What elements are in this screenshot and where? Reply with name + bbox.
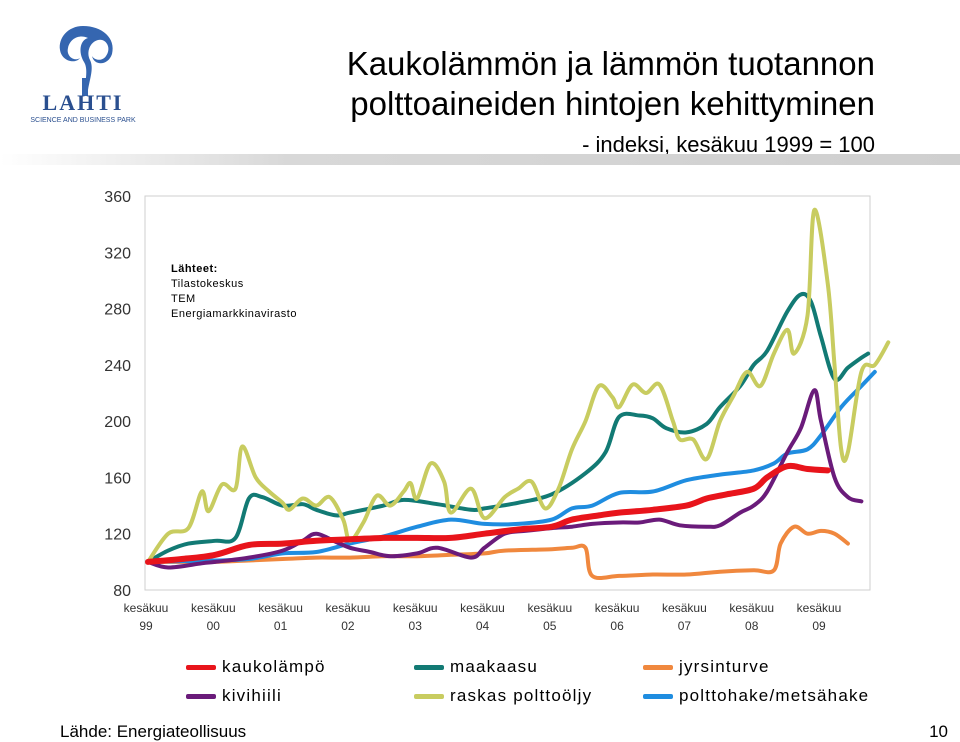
x-tick-label: kesäkuu: [595, 601, 640, 615]
logo-text: LAHTI: [43, 90, 124, 115]
legend-label-kivihiili: kivihiili: [222, 686, 282, 705]
sources-note: Lähteet: Tilastokeskus TEM Energiamarkki…: [171, 262, 297, 322]
source-line-2: TEM: [171, 293, 196, 305]
x-tick-label: 06: [610, 619, 624, 633]
legend-swatch-kivihiili: [186, 694, 216, 699]
x-tick-label: kesäkuu: [191, 601, 236, 615]
series-line-1: [146, 291, 871, 564]
series-line-2: [146, 524, 850, 581]
legend-swatch-polttohake: [643, 694, 673, 699]
legend-label-jyrsinturve: jyrsinturve: [679, 657, 770, 676]
legend-label-raskas-polttooljy: raskas polttoöljy: [450, 686, 593, 705]
x-tick-label: kesäkuu: [729, 601, 774, 615]
y-tick-label: 80: [113, 583, 131, 600]
footer-source: Lähde: Energiateollisuus: [60, 722, 247, 741]
legend-swatch-maakaasu: [414, 665, 444, 670]
y-tick-label: 320: [104, 245, 131, 262]
y-tick-label: 240: [104, 358, 131, 375]
legend-swatch-kaukolampo: [186, 665, 216, 670]
legend-label-maakaasu: maakaasu: [450, 657, 539, 676]
x-tick-label: kesäkuu: [124, 601, 169, 615]
logo-emblem-icon: [59, 26, 113, 96]
lahti-logo: LAHTI SCIENCE AND BUSINESS PARK: [30, 26, 136, 124]
x-tick-label: kesäkuu: [662, 601, 707, 615]
source-line-1: Tilastokeskus: [171, 278, 244, 290]
x-tick-label: kesäkuu: [527, 601, 572, 615]
page-number: 10: [929, 722, 948, 741]
y-tick-label: 160: [104, 470, 131, 487]
y-tick-label: 280: [104, 302, 131, 319]
x-tick-label: kesäkuu: [258, 601, 303, 615]
x-tick-label: kesäkuu: [797, 601, 842, 615]
x-tick-label: 07: [678, 619, 692, 633]
series-line-0: [145, 462, 831, 565]
legend-swatch-raskas-polttooljy: [414, 694, 444, 699]
y-tick-label: 360: [104, 189, 131, 206]
sources-heading: Lähteet:: [171, 263, 218, 275]
x-tick-label: 99: [139, 619, 153, 633]
x-tick-label: 09: [812, 619, 826, 633]
series-line-5: [146, 369, 877, 564]
series-line-4: [146, 208, 891, 564]
x-tick-label: kesäkuu: [326, 601, 371, 615]
x-tick-label: kesäkuu: [393, 601, 438, 615]
legend-swatch-jyrsinturve: [643, 665, 673, 670]
x-tick-label: 03: [409, 619, 423, 633]
legend-label-polttohake: polttohake/metsähake: [679, 686, 870, 705]
y-tick-label: 120: [104, 527, 131, 544]
title-line-2: polttoaineiden hintojen kehittyminen: [350, 85, 875, 122]
y-tick-label: 200: [104, 414, 131, 431]
x-tick-label: 00: [207, 619, 221, 633]
x-tick-label: 05: [543, 619, 557, 633]
header-divider: [0, 154, 960, 165]
x-tick-label: 08: [745, 619, 759, 633]
title-line-1: Kaukolämmön ja lämmön tuotannon: [346, 45, 875, 82]
source-line-3: Energiamarkkinavirasto: [171, 308, 297, 320]
logo-subtext: SCIENCE AND BUSINESS PARK: [30, 117, 136, 124]
x-tick-label: kesäkuu: [460, 601, 505, 615]
subtitle: - indeksi, kesäkuu 1999 = 100: [582, 132, 875, 157]
x-tick-label: 02: [341, 619, 355, 633]
plot-frame: [144, 195, 871, 591]
x-tick-label: 04: [476, 619, 490, 633]
legend-label-kaukolampo: kaukolämpö: [222, 657, 326, 676]
x-tick-label: 01: [274, 619, 288, 633]
title-block: Kaukolämmön ja lämmön tuotannon polttoai…: [255, 44, 875, 160]
